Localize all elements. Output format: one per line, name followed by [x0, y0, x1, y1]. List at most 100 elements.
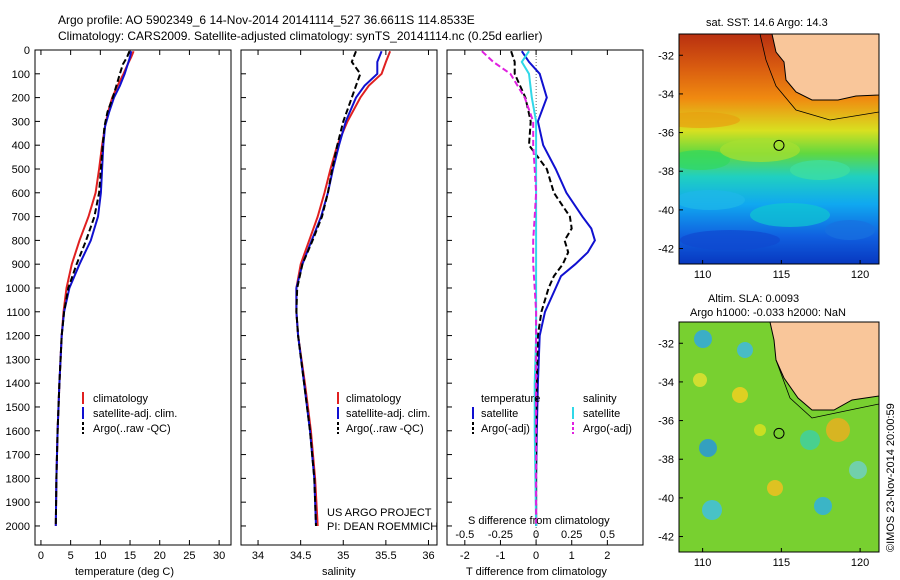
- depth-tick-label: 0: [24, 45, 30, 57]
- x-tick-label: 36: [422, 550, 434, 562]
- x-tick-label: 2: [604, 550, 610, 562]
- temperature-series: [54, 50, 135, 527]
- depth-tick-label: 500: [12, 164, 30, 176]
- x-tick-label: 5: [68, 550, 74, 562]
- x-tick-label: 34: [252, 550, 264, 562]
- x-tick-label: 25: [183, 550, 195, 562]
- depth-tick-label: 1200: [6, 331, 30, 343]
- sst-bathy-contour: [759, 34, 879, 121]
- difference-x-axis: -2 -1 0 1 2: [447, 49, 610, 562]
- map-y-tick-label: -32: [658, 338, 674, 350]
- temperature-x-axis: 0 5 10 15 20 25 30: [38, 50, 225, 562]
- difference-xlabel: T difference from climatology: [466, 566, 607, 578]
- salinity-legend-argo: Argo(..raw -QC): [346, 423, 424, 435]
- salinity-xlabel: salinity: [322, 566, 356, 578]
- depth-tick-label: 600: [12, 188, 30, 200]
- legend-t-satellite: satellite: [481, 408, 518, 420]
- depth-tick-label: 1500: [6, 402, 30, 414]
- map-y-tick-label: -34: [658, 89, 674, 101]
- x2-tick-label: -0.25: [488, 529, 513, 541]
- series-line-blue: [520, 50, 596, 526]
- salinity-axes-box: [240, 49, 438, 546]
- sst-patch: [790, 160, 850, 180]
- difference-legend: temperature salinity satellite Argo(-adj…: [472, 393, 632, 435]
- x-tick-label: 20: [154, 550, 166, 562]
- salinity-series: [295, 50, 392, 527]
- sst-patch: [825, 220, 875, 240]
- map-x-tick-label: 115: [773, 269, 791, 281]
- depth-tick-label: 400: [12, 140, 30, 152]
- pi-label: PI: DEAN ROEMMICH: [327, 521, 438, 533]
- x-tick-label: 0: [38, 550, 44, 562]
- depth-tick-label: 200: [12, 93, 30, 105]
- depth-axis: 0 100 200 300 400 500 600 700 800 900 1000 1100 1200…: [6, 45, 40, 533]
- x-tick-label: 35.5: [375, 550, 396, 562]
- temperature-panel: 0100200300400500600700800900100011001200…: [6, 45, 232, 578]
- sla-bathy-contour: [775, 359, 879, 419]
- sla-map: Altim. SLA: 0.0093 Argo h1000: -0.033 h2…: [658, 293, 880, 569]
- x-tick-label: -2: [460, 550, 470, 562]
- map-y-tick-label: -42: [658, 244, 674, 256]
- x-tick-label: 34.5: [290, 550, 311, 562]
- map-x-tick-label: 110: [694, 269, 712, 281]
- sla-patch: [694, 330, 712, 348]
- map-y-tick-label: -34: [658, 377, 674, 389]
- sla-map-subtitle: Argo h1000: -0.033 h2000: NaN: [690, 307, 846, 319]
- temperature-legend-satellite: satellite-adj. clim.: [93, 408, 177, 420]
- sla-patch: [693, 373, 707, 387]
- title-line-2: Climatology: CARS2009. Satellite-adjuste…: [58, 29, 542, 43]
- salinity-legend: climatology satellite-adj. clim. Argo(..…: [337, 392, 430, 435]
- x-tick-label: 30: [213, 550, 225, 562]
- map-y-tick-label: -38: [658, 166, 674, 178]
- map-x-tick-label: 115: [773, 557, 791, 569]
- sst-map-frame: [678, 33, 880, 265]
- depth-tick-label: 800: [12, 235, 30, 247]
- salinity-x-axis: 34 34.5 35 35.5 36: [241, 49, 435, 562]
- depth-tick-label: 1100: [6, 307, 30, 319]
- salinity-legend-climatology: climatology: [346, 393, 402, 405]
- series-line-cyan: [520, 50, 538, 527]
- difference-panel: -2 -1 0 1 2 -0.5 -0.25 0 0.25 0.5 T difference f…: [446, 49, 644, 578]
- salinity-legend-satellite: satellite-adj. clim.: [346, 408, 430, 420]
- sla-argo-location-marker: [773, 427, 785, 439]
- series-line-magenta: [481, 50, 538, 526]
- legend-header-temperature: temperature: [481, 393, 540, 405]
- sla-patch: [699, 439, 717, 457]
- legend-s-argo: Argo(-adj): [583, 423, 632, 435]
- map-y-tick-label: -32: [658, 50, 674, 62]
- legend-header-salinity: salinity: [583, 393, 617, 405]
- sst-land-australia: [771, 34, 879, 101]
- sla-map-title: Altim. SLA: 0.0093: [708, 293, 799, 305]
- map-y-tick-label: -38: [658, 454, 674, 466]
- map-x-tick-label: 120: [851, 557, 869, 569]
- sst-patch: [679, 150, 730, 170]
- map-x-tick-label: 120: [851, 269, 869, 281]
- map-y-tick-label: -40: [658, 205, 674, 217]
- difference-x2-axis: -0.5 -0.25 0 0.25 0.5: [455, 529, 615, 541]
- sst-patch: [750, 203, 830, 227]
- depth-tick-label: 1400: [6, 378, 30, 390]
- salinity-panel: 34 34.5 35 35.5 36 salinity climatology sate…: [240, 49, 438, 578]
- sst-map-axes: 110 115 120 -32 -34 -36 -38 -40 -42: [658, 50, 869, 281]
- x-tick-label: 35: [337, 550, 349, 562]
- x-tick-label: 0: [533, 550, 539, 562]
- temperature-legend-argo: Argo(..raw -QC): [93, 423, 171, 435]
- depth-tick-label: 900: [12, 259, 30, 271]
- difference-xlabel2: S difference from climatology: [468, 515, 610, 527]
- map-y-tick-label: -42: [658, 532, 674, 544]
- depth-tick-label: 1300: [6, 354, 30, 366]
- sst-argo-location-marker: [773, 139, 785, 151]
- sla-patch: [767, 480, 783, 496]
- imos-stamp: ©IMOS 23-Nov-2014 20:00:59: [885, 403, 897, 552]
- depth-tick-label: 300: [12, 116, 30, 128]
- sla-patch: [800, 430, 820, 450]
- sla-map-axes: 110 115 120 -32 -34 -36 -38 -40 -42: [658, 338, 869, 569]
- depth-tick-label: 1700: [6, 450, 30, 462]
- x2-tick-label: 0.5: [600, 529, 615, 541]
- difference-series: [481, 50, 596, 527]
- sla-land-australia: [769, 322, 879, 411]
- x-tick-label: 15: [124, 550, 136, 562]
- project-label: US ARGO PROJECT: [327, 507, 432, 519]
- series-line-black: [295, 50, 362, 527]
